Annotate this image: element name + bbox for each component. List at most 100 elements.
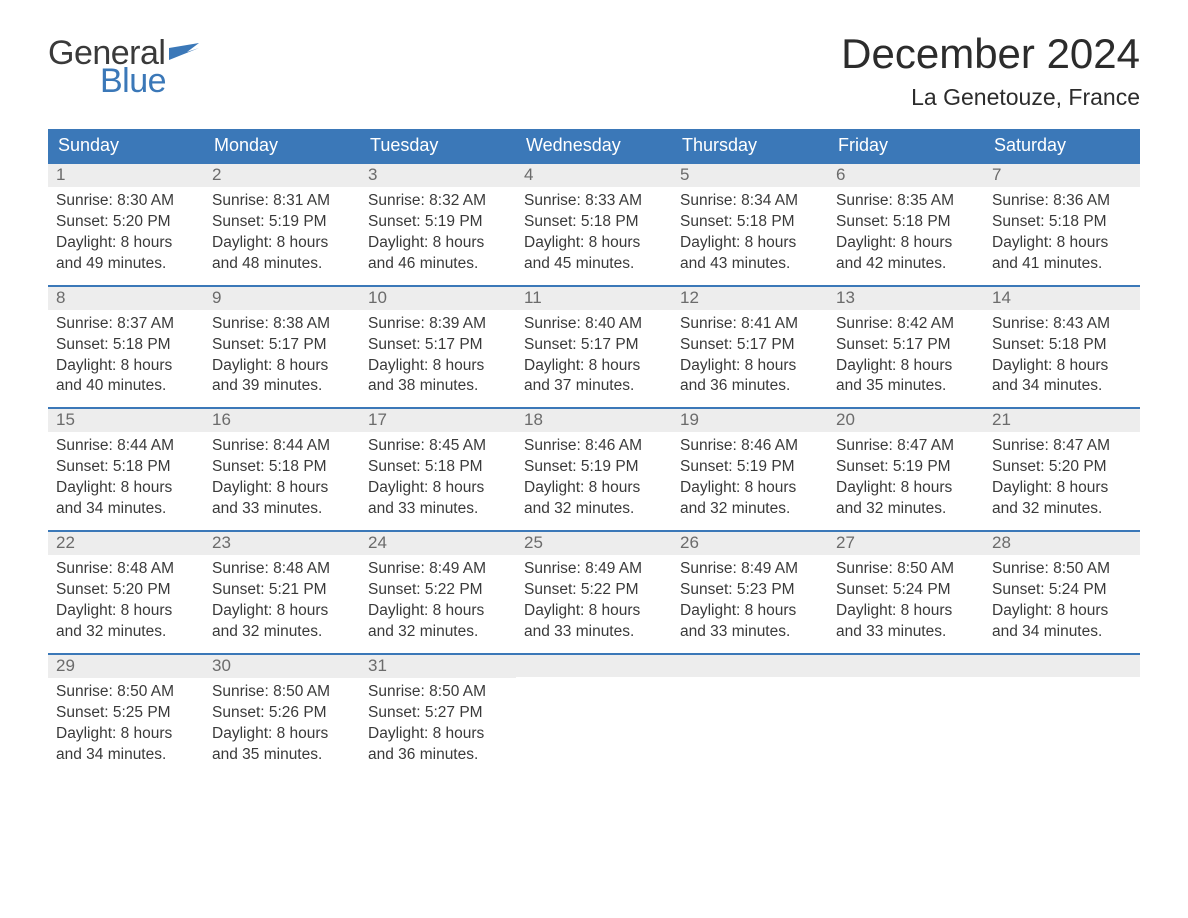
calendar-cell: 2Sunrise: 8:31 AMSunset: 5:19 PMDaylight… bbox=[204, 164, 360, 285]
daylight-line-2: and 34 minutes. bbox=[992, 376, 1132, 397]
daylight-line-1: Daylight: 8 hours bbox=[992, 233, 1132, 254]
day-data: Sunrise: 8:50 AMSunset: 5:26 PMDaylight:… bbox=[204, 678, 360, 776]
day-data: Sunrise: 8:44 AMSunset: 5:18 PMDaylight:… bbox=[48, 432, 204, 530]
day-number: 17 bbox=[360, 409, 516, 432]
day-number: 12 bbox=[672, 287, 828, 310]
day-number: 10 bbox=[360, 287, 516, 310]
daylight-line-1: Daylight: 8 hours bbox=[836, 356, 976, 377]
day-data: Sunrise: 8:42 AMSunset: 5:17 PMDaylight:… bbox=[828, 310, 984, 408]
sunset-line: Sunset: 5:17 PM bbox=[212, 335, 352, 356]
daylight-line-1: Daylight: 8 hours bbox=[368, 724, 508, 745]
day-data: Sunrise: 8:44 AMSunset: 5:18 PMDaylight:… bbox=[204, 432, 360, 530]
daylight-line-1: Daylight: 8 hours bbox=[212, 478, 352, 499]
day-number: 19 bbox=[672, 409, 828, 432]
sunrise-line: Sunrise: 8:37 AM bbox=[56, 314, 196, 335]
day-data: Sunrise: 8:49 AMSunset: 5:22 PMDaylight:… bbox=[360, 555, 516, 653]
day-data: Sunrise: 8:34 AMSunset: 5:18 PMDaylight:… bbox=[672, 187, 828, 285]
day-number: 3 bbox=[360, 164, 516, 187]
sunset-line: Sunset: 5:24 PM bbox=[836, 580, 976, 601]
sunset-line: Sunset: 5:19 PM bbox=[836, 457, 976, 478]
sunrise-line: Sunrise: 8:48 AM bbox=[212, 559, 352, 580]
daylight-line-2: and 32 minutes. bbox=[524, 499, 664, 520]
day-data: Sunrise: 8:37 AMSunset: 5:18 PMDaylight:… bbox=[48, 310, 204, 408]
sunset-line: Sunset: 5:22 PM bbox=[368, 580, 508, 601]
sunrise-line: Sunrise: 8:46 AM bbox=[680, 436, 820, 457]
sunrise-line: Sunrise: 8:38 AM bbox=[212, 314, 352, 335]
calendar-cell: 30Sunrise: 8:50 AMSunset: 5:26 PMDayligh… bbox=[204, 655, 360, 776]
daylight-line-2: and 36 minutes. bbox=[680, 376, 820, 397]
daylight-line-2: and 43 minutes. bbox=[680, 254, 820, 275]
calendar-week-row: 29Sunrise: 8:50 AMSunset: 5:25 PMDayligh… bbox=[48, 653, 1140, 776]
sunset-line: Sunset: 5:26 PM bbox=[212, 703, 352, 724]
day-data: Sunrise: 8:48 AMSunset: 5:21 PMDaylight:… bbox=[204, 555, 360, 653]
sunrise-line: Sunrise: 8:32 AM bbox=[368, 191, 508, 212]
daylight-line-2: and 36 minutes. bbox=[368, 745, 508, 766]
page-header: General Blue December 2024 La Genetouze,… bbox=[48, 30, 1140, 111]
day-number: 16 bbox=[204, 409, 360, 432]
calendar-cell: 24Sunrise: 8:49 AMSunset: 5:22 PMDayligh… bbox=[360, 532, 516, 653]
calendar-cell: 11Sunrise: 8:40 AMSunset: 5:17 PMDayligh… bbox=[516, 287, 672, 408]
day-header-thursday: Thursday bbox=[672, 129, 828, 162]
day-number: 4 bbox=[516, 164, 672, 187]
day-data: Sunrise: 8:39 AMSunset: 5:17 PMDaylight:… bbox=[360, 310, 516, 408]
calendar-cell: 9Sunrise: 8:38 AMSunset: 5:17 PMDaylight… bbox=[204, 287, 360, 408]
sunset-line: Sunset: 5:19 PM bbox=[680, 457, 820, 478]
daylight-line-1: Daylight: 8 hours bbox=[524, 601, 664, 622]
sunrise-line: Sunrise: 8:47 AM bbox=[836, 436, 976, 457]
sunset-line: Sunset: 5:18 PM bbox=[992, 335, 1132, 356]
calendar-cell: 18Sunrise: 8:46 AMSunset: 5:19 PMDayligh… bbox=[516, 409, 672, 530]
calendar-week-row: 8Sunrise: 8:37 AMSunset: 5:18 PMDaylight… bbox=[48, 285, 1140, 408]
sunset-line: Sunset: 5:18 PM bbox=[368, 457, 508, 478]
daylight-line-2: and 48 minutes. bbox=[212, 254, 352, 275]
day-header-friday: Friday bbox=[828, 129, 984, 162]
sunset-line: Sunset: 5:18 PM bbox=[56, 457, 196, 478]
calendar-cell: 12Sunrise: 8:41 AMSunset: 5:17 PMDayligh… bbox=[672, 287, 828, 408]
daylight-line-2: and 33 minutes. bbox=[680, 622, 820, 643]
day-data bbox=[828, 677, 984, 757]
month-title: December 2024 bbox=[841, 30, 1140, 78]
day-header-saturday: Saturday bbox=[984, 129, 1140, 162]
calendar-cell: 5Sunrise: 8:34 AMSunset: 5:18 PMDaylight… bbox=[672, 164, 828, 285]
daylight-line-2: and 33 minutes. bbox=[368, 499, 508, 520]
day-data: Sunrise: 8:50 AMSunset: 5:24 PMDaylight:… bbox=[828, 555, 984, 653]
daylight-line-1: Daylight: 8 hours bbox=[992, 601, 1132, 622]
logo: General Blue bbox=[48, 30, 199, 98]
daylight-line-1: Daylight: 8 hours bbox=[992, 356, 1132, 377]
day-number: 27 bbox=[828, 532, 984, 555]
calendar-cell: 26Sunrise: 8:49 AMSunset: 5:23 PMDayligh… bbox=[672, 532, 828, 653]
calendar-body: 1Sunrise: 8:30 AMSunset: 5:20 PMDaylight… bbox=[48, 162, 1140, 775]
calendar-cell: 20Sunrise: 8:47 AMSunset: 5:19 PMDayligh… bbox=[828, 409, 984, 530]
sunrise-line: Sunrise: 8:49 AM bbox=[524, 559, 664, 580]
calendar-cell: 7Sunrise: 8:36 AMSunset: 5:18 PMDaylight… bbox=[984, 164, 1140, 285]
daylight-line-1: Daylight: 8 hours bbox=[368, 601, 508, 622]
sunrise-line: Sunrise: 8:36 AM bbox=[992, 191, 1132, 212]
day-number: 30 bbox=[204, 655, 360, 678]
sunrise-line: Sunrise: 8:35 AM bbox=[836, 191, 976, 212]
location-label: La Genetouze, France bbox=[841, 84, 1140, 111]
day-number: 7 bbox=[984, 164, 1140, 187]
daylight-line-1: Daylight: 8 hours bbox=[368, 233, 508, 254]
flag-icon bbox=[169, 40, 199, 64]
sunrise-line: Sunrise: 8:39 AM bbox=[368, 314, 508, 335]
calendar-cell: 3Sunrise: 8:32 AMSunset: 5:19 PMDaylight… bbox=[360, 164, 516, 285]
sunset-line: Sunset: 5:19 PM bbox=[212, 212, 352, 233]
calendar-cell: 15Sunrise: 8:44 AMSunset: 5:18 PMDayligh… bbox=[48, 409, 204, 530]
day-data: Sunrise: 8:46 AMSunset: 5:19 PMDaylight:… bbox=[672, 432, 828, 530]
sunrise-line: Sunrise: 8:49 AM bbox=[368, 559, 508, 580]
sunset-line: Sunset: 5:17 PM bbox=[680, 335, 820, 356]
calendar-cell bbox=[828, 655, 984, 776]
day-data: Sunrise: 8:32 AMSunset: 5:19 PMDaylight:… bbox=[360, 187, 516, 285]
calendar: Sunday Monday Tuesday Wednesday Thursday… bbox=[48, 129, 1140, 775]
daylight-line-1: Daylight: 8 hours bbox=[56, 724, 196, 745]
sunrise-line: Sunrise: 8:50 AM bbox=[368, 682, 508, 703]
day-number: 6 bbox=[828, 164, 984, 187]
daylight-line-2: and 32 minutes. bbox=[836, 499, 976, 520]
daylight-line-1: Daylight: 8 hours bbox=[836, 478, 976, 499]
sunrise-line: Sunrise: 8:48 AM bbox=[56, 559, 196, 580]
daylight-line-1: Daylight: 8 hours bbox=[524, 356, 664, 377]
sunrise-line: Sunrise: 8:50 AM bbox=[56, 682, 196, 703]
daylight-line-2: and 49 minutes. bbox=[56, 254, 196, 275]
calendar-cell: 17Sunrise: 8:45 AMSunset: 5:18 PMDayligh… bbox=[360, 409, 516, 530]
daylight-line-2: and 33 minutes. bbox=[836, 622, 976, 643]
sunrise-line: Sunrise: 8:46 AM bbox=[524, 436, 664, 457]
